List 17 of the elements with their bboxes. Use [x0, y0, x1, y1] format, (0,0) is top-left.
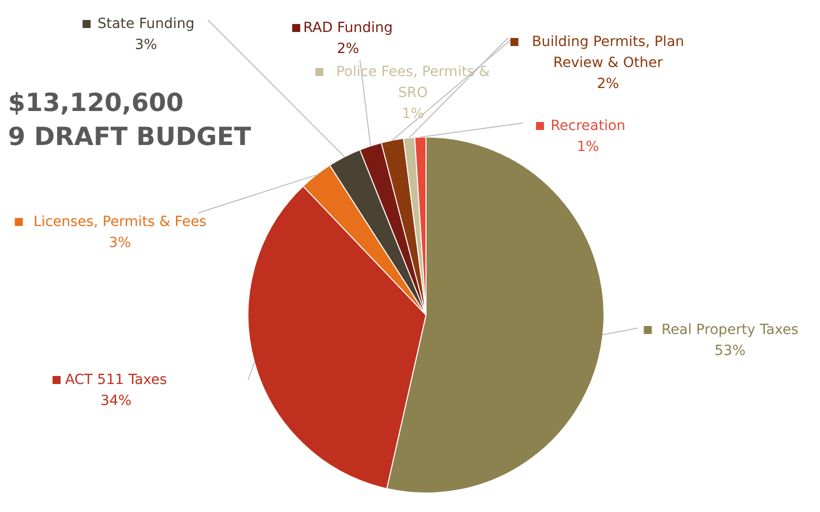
- data-label: 2%: [336, 40, 360, 57]
- text: 9 DRAFT BUDGET: [8, 121, 252, 153]
- legend-label: ACT 511 Taxes: [65, 372, 167, 388]
- legend-label: Building Permits, Plan Review & Other: [532, 34, 684, 71]
- legend-label: Real Property Taxes: [662, 322, 798, 338]
- legend-label: Licenses, Permits & Fees: [34, 214, 206, 230]
- legend-label: State Funding: [97, 16, 195, 32]
- data-label: 1%: [576, 138, 600, 155]
- data-label: 34%: [100, 392, 132, 409]
- data-label: 2%: [596, 76, 620, 92]
- text: $13,120,600: [8, 87, 185, 119]
- legend-label: RAD Funding: [303, 20, 393, 36]
- legend-label: Recreation: [550, 118, 626, 134]
- data-label: 3%: [134, 36, 158, 53]
- data-label: 1%: [402, 106, 424, 122]
- data-label: 3%: [108, 234, 132, 251]
- data-label: 53%: [714, 342, 746, 359]
